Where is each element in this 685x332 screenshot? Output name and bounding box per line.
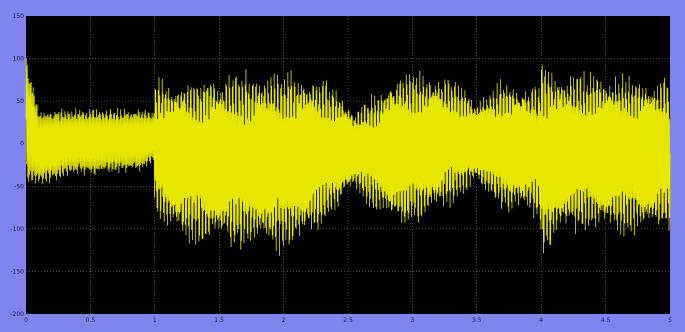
- x-tick-label: 2.5: [343, 317, 353, 324]
- y-tick-label: -200: [10, 311, 24, 318]
- y-tick-label: -50: [14, 183, 24, 190]
- x-tick-label: 3.5: [472, 317, 482, 324]
- signal-trace: [25, 58, 671, 256]
- tick-labels: 0 0.5 1 1.5 2 2.5 3 3.5 4 4.5 5 150 100 50 0 -50 -100 -15…: [10, 13, 672, 324]
- x-tick-label: 3: [410, 317, 414, 324]
- x-tick-label: 1.5: [214, 317, 224, 324]
- x-tick-label: 5: [668, 317, 672, 324]
- x-tick-label: 2: [282, 317, 286, 324]
- y-tick-label: 150: [13, 13, 25, 20]
- x-tick-label: 0.5: [86, 317, 96, 324]
- x-tick-label: 4: [539, 317, 543, 324]
- x-tick-label: 4.5: [601, 317, 611, 324]
- y-tick-label: 50: [16, 98, 24, 105]
- y-tick-label: -150: [10, 268, 24, 275]
- y-tick-label: 0: [20, 141, 24, 148]
- y-tick-label: 100: [13, 56, 25, 63]
- x-tick-label: 1: [153, 317, 157, 324]
- x-tick-label: 0: [24, 317, 28, 324]
- y-tick-label: -100: [10, 226, 24, 233]
